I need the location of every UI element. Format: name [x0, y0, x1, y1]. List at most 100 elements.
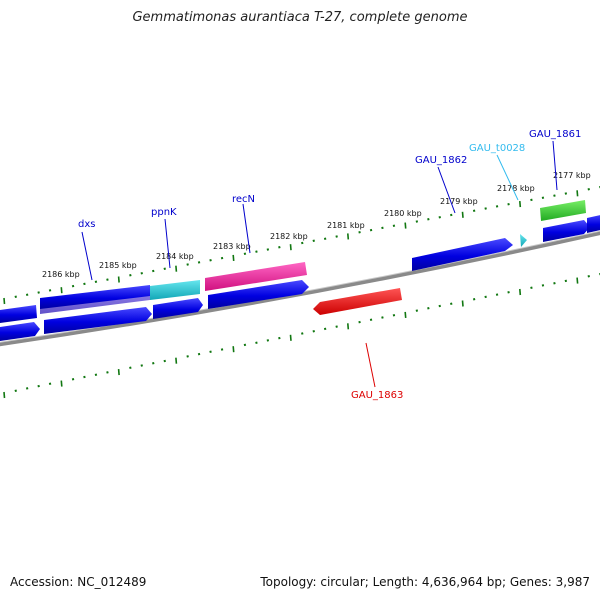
outer-scale-tick [289, 244, 292, 251]
gene-label-recN[interactable]: recN [232, 194, 255, 205]
accession-label: Accession: NC_012489 [10, 575, 147, 589]
outer-scale-tick [438, 215, 441, 219]
outer-scale-tick [129, 274, 132, 277]
cds-inner-1[interactable] [0, 322, 40, 341]
outer-scale-tick [323, 237, 327, 240]
outer-scale-tick [461, 211, 464, 218]
inner-scale-tick [369, 318, 373, 322]
inner-scale-tick [450, 302, 453, 306]
inner-scale-tick [335, 325, 338, 328]
inner-scale-tick [163, 359, 166, 363]
gau-1863-cds[interactable] [313, 288, 402, 315]
inner-scale-tick [541, 284, 545, 287]
recN-leader [242, 203, 251, 254]
gau-t0028-trna[interactable] [520, 234, 527, 247]
inner-scale-tick [14, 389, 17, 392]
gau-1863-leader [365, 342, 376, 388]
inner-scale-tick [507, 291, 510, 294]
ppnK-leader [164, 218, 171, 269]
inner-scale-tick [472, 297, 476, 301]
inner-scale-tick [25, 387, 29, 390]
inner-scale-tick [312, 329, 315, 333]
scale-labels: 2186 kbp 2185 kbp 2184 kbp 2183 kbp 2182… [42, 171, 591, 279]
inner-scale-tick [427, 307, 430, 310]
outer-scale-tick [94, 280, 98, 284]
gene-label-gau-1862[interactable]: GAU_1862 [415, 155, 467, 166]
gene-label-dxs[interactable]: dxs [78, 219, 95, 230]
gau-1861-gene[interactable] [540, 200, 586, 221]
outer-scale-tick [587, 187, 590, 191]
inner-scale-tick [106, 371, 109, 374]
inner-scale-tick [152, 362, 155, 365]
outer-scale-tick [312, 239, 315, 243]
scale-label-2183: 2183 kbp [213, 242, 251, 251]
forward-gene-track [0, 200, 586, 323]
cds-inner-7[interactable] [587, 214, 600, 233]
gau-1861-leader [552, 140, 558, 191]
ppnK-gene[interactable] [150, 280, 200, 300]
scale-label-2184: 2184 kbp [156, 252, 194, 261]
map-title: Gemmatimonas aurantiaca T-27, complete g… [132, 10, 468, 25]
outer-scale-tick [232, 254, 235, 261]
dxs-gene[interactable] [40, 285, 150, 309]
genome-summary: Topology: circular; Length: 4,636,964 bp… [260, 575, 590, 589]
gene-label-gau-1861[interactable]: GAU_1861 [529, 129, 581, 140]
inner-scale-tick [301, 332, 304, 335]
gene-label-gau-1863[interactable]: GAU_1863 [351, 390, 403, 401]
outer-scale-tick [404, 222, 407, 229]
cds-inner-4[interactable] [208, 280, 309, 309]
inner-scale-tick [530, 286, 533, 289]
inner-scale-tick [553, 281, 556, 285]
inner-scale-tick [289, 334, 292, 341]
inner-scale-tick [117, 369, 120, 376]
inner-scale-tick [347, 323, 350, 330]
inner-scale-tick [209, 350, 212, 354]
gau-t0028-leader [496, 154, 519, 201]
inner-scale-tick [186, 355, 189, 358]
gau-1862-cds[interactable] [412, 238, 513, 271]
gene-labels: dxs ppnK recN GAU_1862 GAU_t0028 GAU_186… [78, 129, 581, 401]
inner-scale-tick [392, 313, 396, 317]
outer-scale-tick [301, 241, 304, 245]
scale-label-2185: 2185 kbp [99, 261, 137, 270]
recN-gene[interactable] [205, 262, 307, 291]
inner-scale-tick [60, 380, 63, 387]
cds-inner-2[interactable] [44, 307, 152, 334]
outer-scale-tick [37, 291, 40, 294]
gene-label-gau-t0028[interactable]: GAU_t0028 [469, 143, 525, 154]
outer-scale-tick [495, 205, 499, 208]
outer-scale-tick [14, 295, 17, 299]
inner-scale-tick [197, 352, 201, 356]
dxs-leader [81, 231, 93, 281]
scale-label-2180: 2180 kbp [384, 209, 422, 218]
outer-scale-tick [209, 258, 212, 262]
label-leaders [81, 140, 558, 388]
scale-label-2177: 2177 kbp [553, 171, 591, 180]
inner-scale-tick [415, 309, 419, 312]
outer-scale-tick [243, 252, 247, 256]
inner-scale-tick [323, 327, 327, 331]
inner-scale-tick [255, 341, 258, 344]
outer-scale-tick [117, 276, 120, 283]
inner-scale-tick [140, 364, 143, 367]
inner-scale-tick [83, 375, 86, 379]
inner-scale-tick [381, 316, 384, 319]
outer-scale-tick [576, 190, 579, 197]
cds-inner-3[interactable] [153, 298, 203, 319]
cds-left-edge[interactable] [0, 305, 37, 323]
outer-scale-tick [472, 209, 476, 212]
outer-scale-tick [347, 233, 350, 240]
forward-cds-track [0, 214, 600, 341]
outer-scale-tick [530, 198, 533, 202]
gene-label-ppnK[interactable]: ppnK [151, 207, 177, 218]
outer-scale-tick [255, 250, 258, 253]
outer-scale-tick [507, 202, 510, 206]
outer-scale-tick [48, 289, 52, 292]
outer-scale-tick [71, 284, 75, 288]
inner-scale-tick [243, 343, 247, 347]
inner-scale-tick [461, 300, 464, 307]
outer-scale-tick [450, 213, 453, 217]
cds-inner-6[interactable] [543, 220, 590, 242]
inner-scale-tick [37, 384, 40, 388]
